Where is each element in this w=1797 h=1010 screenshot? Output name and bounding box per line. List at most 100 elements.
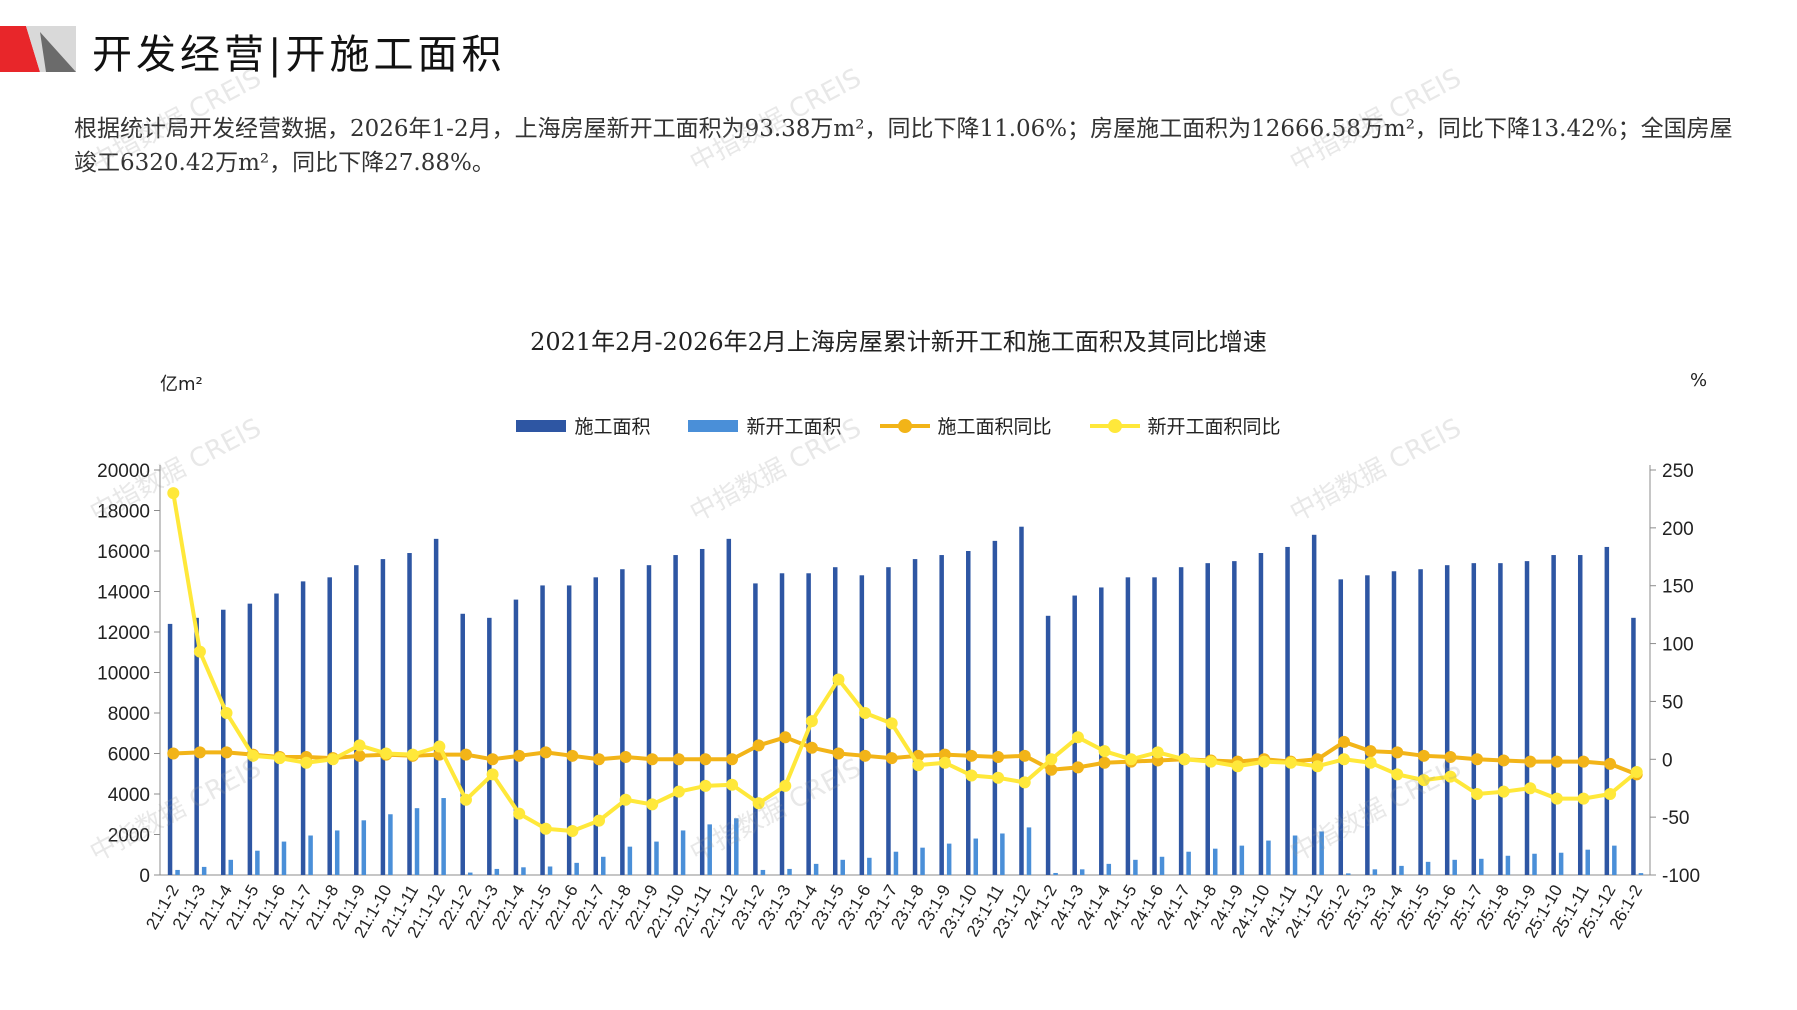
left-tick-label: 8000 [108,704,150,725]
bar-construction-area [487,617,492,875]
bar-new-start-area [1585,849,1590,875]
bar-construction-area [646,565,652,875]
point-construction-yoy [593,753,606,766]
point-new-start-yoy [513,807,526,820]
bar-construction-area [460,613,465,875]
point-new-start-yoy [353,739,366,752]
right-tick-label: 50 [1662,692,1683,713]
bar-new-start-area [1266,840,1271,875]
right-tick-label: -100 [1662,866,1700,887]
bar-construction-area [1444,565,1450,875]
point-new-start-yoy [1231,760,1244,773]
bar-construction-area [1604,546,1610,875]
point-new-start-yoy [566,825,579,838]
point-new-start-yoy [1284,756,1297,769]
bar-construction-area [912,559,918,875]
point-new-start-yoy [938,756,951,769]
bar-new-start-area [494,868,500,875]
bar-construction-area [832,567,838,875]
point-construction-yoy [1417,749,1430,762]
bar-construction-area [221,609,226,875]
left-tick-label: 20000 [97,461,150,482]
bar-construction-area [1471,563,1477,875]
point-new-start-yoy [885,717,898,730]
bar-construction-area [1498,563,1503,875]
bar-new-start-area [1638,873,1644,875]
point-construction-yoy [539,746,552,759]
point-new-start-yoy [406,748,419,761]
point-construction-yoy [167,747,180,760]
right-tick-label: 250 [1662,461,1694,482]
bar-new-start-area [654,841,659,875]
left-tick-label: 16000 [97,542,150,563]
bar-new-start-area [867,857,872,875]
bar-construction-area [1125,577,1131,875]
bar-new-start-area [601,856,606,875]
bar-construction-area [726,538,732,875]
point-construction-yoy [1338,735,1351,748]
right-tick-label: -50 [1662,808,1689,829]
point-new-start-yoy [1497,785,1510,798]
bar-new-start-area [308,835,313,875]
bar-new-start-area [414,808,420,875]
point-new-start-yoy [433,740,446,753]
legend-item-construction-area: 施工面积 [516,412,650,439]
point-construction-yoy [1391,746,1404,759]
legend-swatch-new-start-area [688,419,739,432]
chart-title: 2021年2月-2026年2月上海房屋累计新开工和施工面积及其同比增速 [530,328,1267,356]
point-construction-yoy [1524,755,1537,768]
point-construction-yoy [1098,756,1111,769]
line-new-start-yoy [171,492,1638,834]
bar-new-start-area [1053,872,1058,875]
point-construction-yoy [193,746,206,759]
bar-new-start-area [547,866,553,875]
bar-new-start-area [1532,853,1537,875]
bar-construction-area [939,555,944,875]
bar-construction-area [354,565,359,875]
bar-construction-area [1365,575,1370,875]
left-tick-label: 2000 [108,826,150,847]
bar-construction-area [1178,567,1184,875]
bar-construction-area [1205,563,1210,875]
legend-swatch-construction-area [516,419,567,432]
point-new-start-yoy [619,793,632,806]
bar-new-start-area [467,872,473,875]
bar-new-start-area [1239,845,1245,875]
point-construction-yoy [752,739,765,752]
bar-construction-area [407,553,412,875]
point-new-start-yoy [1151,746,1164,759]
point-construction-yoy [805,741,818,754]
legend-label-new-start-area: 新开工面积 [746,416,842,438]
bar-new-start-area [973,838,979,875]
legend-item-construction-yoy: 施工面积同比 [879,412,1052,439]
bar-construction-area [513,599,519,875]
left-tick-label: 4000 [108,785,150,806]
bar-construction-area [1391,571,1397,875]
point-new-start-yoy [859,707,872,719]
bar-new-start-area [1479,858,1484,875]
bar-construction-area [1551,555,1556,875]
bar-construction-area [327,577,332,875]
bar-new-start-area [388,814,393,875]
bar-new-start-area [1399,865,1404,875]
point-construction-yoy [513,749,526,762]
point-new-start-yoy [273,752,286,765]
bar-construction-area [1019,526,1024,875]
legend-label-construction-area: 施工面积 [574,416,651,438]
point-new-start-yoy [1550,792,1563,805]
bar-construction-area [540,585,545,875]
point-construction-yoy [1577,755,1590,768]
point-new-start-yoy [1444,770,1457,783]
bar-new-start-area [787,868,792,875]
bar-construction-area [699,548,705,875]
bar-construction-area [1631,617,1636,875]
bar-new-start-area [1346,873,1351,875]
point-new-start-yoy [779,779,792,792]
point-new-start-yoy [992,771,1005,784]
point-new-start-yoy [646,798,659,811]
point-new-start-yoy [1338,753,1351,766]
bar-construction-area [1152,577,1157,875]
bar-construction-area [1418,569,1423,875]
point-new-start-yoy [1417,774,1430,787]
